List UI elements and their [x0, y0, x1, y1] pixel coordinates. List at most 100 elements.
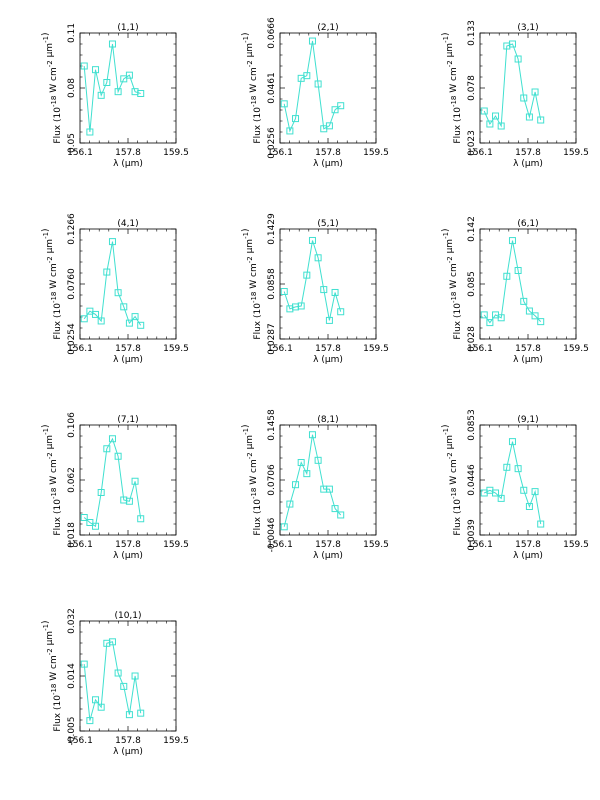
data-point [331, 106, 339, 114]
y-tick-label: 0.028 [467, 326, 477, 352]
x-tick-label: 156.1 [67, 344, 93, 354]
data-point [108, 638, 116, 646]
y-tick-label: 0.106 [67, 412, 77, 438]
series-line [83, 437, 142, 528]
y-tick-label: 0.11 [67, 23, 77, 43]
data-point [514, 266, 522, 274]
data-point [114, 289, 122, 297]
y-tick-label: 0.142 [467, 216, 477, 242]
data-point [531, 312, 539, 320]
y-tick-label: 0.0287 [267, 323, 277, 355]
data-point [131, 672, 139, 680]
x-tick-label: 159.5 [163, 148, 189, 158]
x-tick-label: 156.1 [67, 540, 93, 550]
data-point [292, 481, 300, 489]
data-point [114, 452, 122, 460]
data-point [531, 88, 539, 96]
data-point [92, 522, 100, 530]
y-axis-label: Flux (10-18 W cm-2 μm-1) [241, 32, 263, 143]
panel-10: -0.005 0.014 0.032 156.1 157.8 159.5 (10,1) λ (… [41, 608, 189, 757]
y-tick-label: 0.133 [467, 20, 477, 46]
data-point [120, 682, 128, 690]
data-point [508, 438, 516, 446]
x-axis-label: λ (μm) [313, 159, 343, 169]
data-point [137, 90, 145, 97]
data-point [325, 122, 333, 130]
y-tick-label: 0.0461 [267, 72, 277, 104]
data-point [497, 314, 505, 322]
data-point [337, 511, 345, 519]
y-tick-label: 0.0254 [67, 323, 77, 355]
x-axis-label: λ (μm) [513, 159, 543, 169]
panel-3: 0.023 0.078 0.133 156.1 157.8 159.5 (3,1) λ (μm… [441, 20, 589, 169]
y-tick-label: -0.005 [67, 716, 77, 745]
x-tick-label: 159.5 [363, 344, 389, 354]
panel-8: -0.0046 0.0706 0.1458 156.1 157.8 159.5 (8,1) λ… [241, 409, 389, 561]
data-point [303, 72, 311, 80]
data-point [80, 315, 88, 323]
y-tick-label: 0.0858 [267, 268, 277, 300]
x-tick-label: 159.5 [563, 344, 589, 354]
panel-title: (2,1) [317, 23, 338, 33]
panel-title: (7,1) [117, 415, 138, 425]
data-point [137, 515, 145, 523]
x-tick-label: 157.8 [315, 540, 341, 550]
data-point [520, 94, 528, 102]
data-point [520, 486, 528, 494]
plot-frame [479, 228, 577, 340]
x-axis-label: λ (μm) [113, 159, 143, 169]
panel-title: (3,1) [517, 23, 538, 33]
data-point [120, 75, 128, 83]
plot-frame [279, 228, 377, 340]
panel-5: 0.0287 0.0858 0.1429 156.1 157.8 159.5 (5,1) λ … [241, 213, 389, 365]
data-point [508, 40, 516, 48]
y-tick-label: 0.062 [67, 467, 77, 493]
y-tick-label: -0.0046 [267, 517, 277, 552]
y-tick-label: 0.032 [67, 608, 77, 634]
data-point [525, 502, 533, 510]
y-axis-label: Flux (10-18 W cm-2 μm-1) [241, 424, 263, 535]
data-point [337, 102, 345, 110]
y-tick-label: 0.0446 [467, 464, 477, 496]
x-axis-label: λ (μm) [513, 551, 543, 561]
data-point [314, 456, 322, 464]
y-tick-label: 0.0853 [467, 409, 477, 441]
x-axis-label: λ (μm) [113, 551, 143, 561]
data-point [531, 488, 539, 496]
x-tick-label: 157.8 [115, 148, 141, 158]
y-tick-label: 0.078 [467, 75, 477, 101]
y-axis-label: Flux (10-18 W cm-2 μm-1) [41, 228, 63, 339]
data-point [314, 80, 322, 88]
data-point [337, 308, 345, 316]
data-point [308, 431, 316, 439]
y-axis-label: Flux (10-18 W cm-2 μm-1) [241, 228, 263, 339]
x-tick-label: 156.1 [67, 736, 93, 746]
x-tick-label: 159.5 [363, 148, 389, 158]
y-tick-label: 0.1458 [267, 409, 277, 441]
data-point [125, 711, 133, 719]
data-point [497, 494, 505, 502]
data-point [520, 297, 528, 305]
panel-title: (8,1) [317, 415, 338, 425]
panel-title: (1,1) [117, 23, 138, 33]
data-point [103, 79, 111, 86]
data-point [280, 288, 288, 296]
y-tick-label: 0.085 [467, 271, 477, 297]
data-point [280, 100, 288, 108]
data-point [97, 489, 105, 496]
panel-title: (6,1) [517, 219, 538, 229]
panel-title: (10,1) [114, 611, 141, 621]
panel-4: 0.0254 0.0760 0.1266 156.1 157.8 159.5 (4,1) λ … [41, 213, 189, 365]
data-point [308, 37, 316, 45]
x-axis-label: λ (μm) [313, 551, 343, 561]
data-point [92, 310, 100, 318]
series-line [283, 434, 342, 527]
x-tick-label: 159.5 [563, 148, 589, 158]
data-point [86, 128, 94, 136]
data-point [537, 318, 545, 326]
data-point [97, 91, 105, 99]
data-point [120, 303, 128, 311]
data-point [480, 107, 488, 115]
x-tick-label: 156.1 [467, 540, 493, 550]
panel-title: (5,1) [317, 219, 338, 229]
